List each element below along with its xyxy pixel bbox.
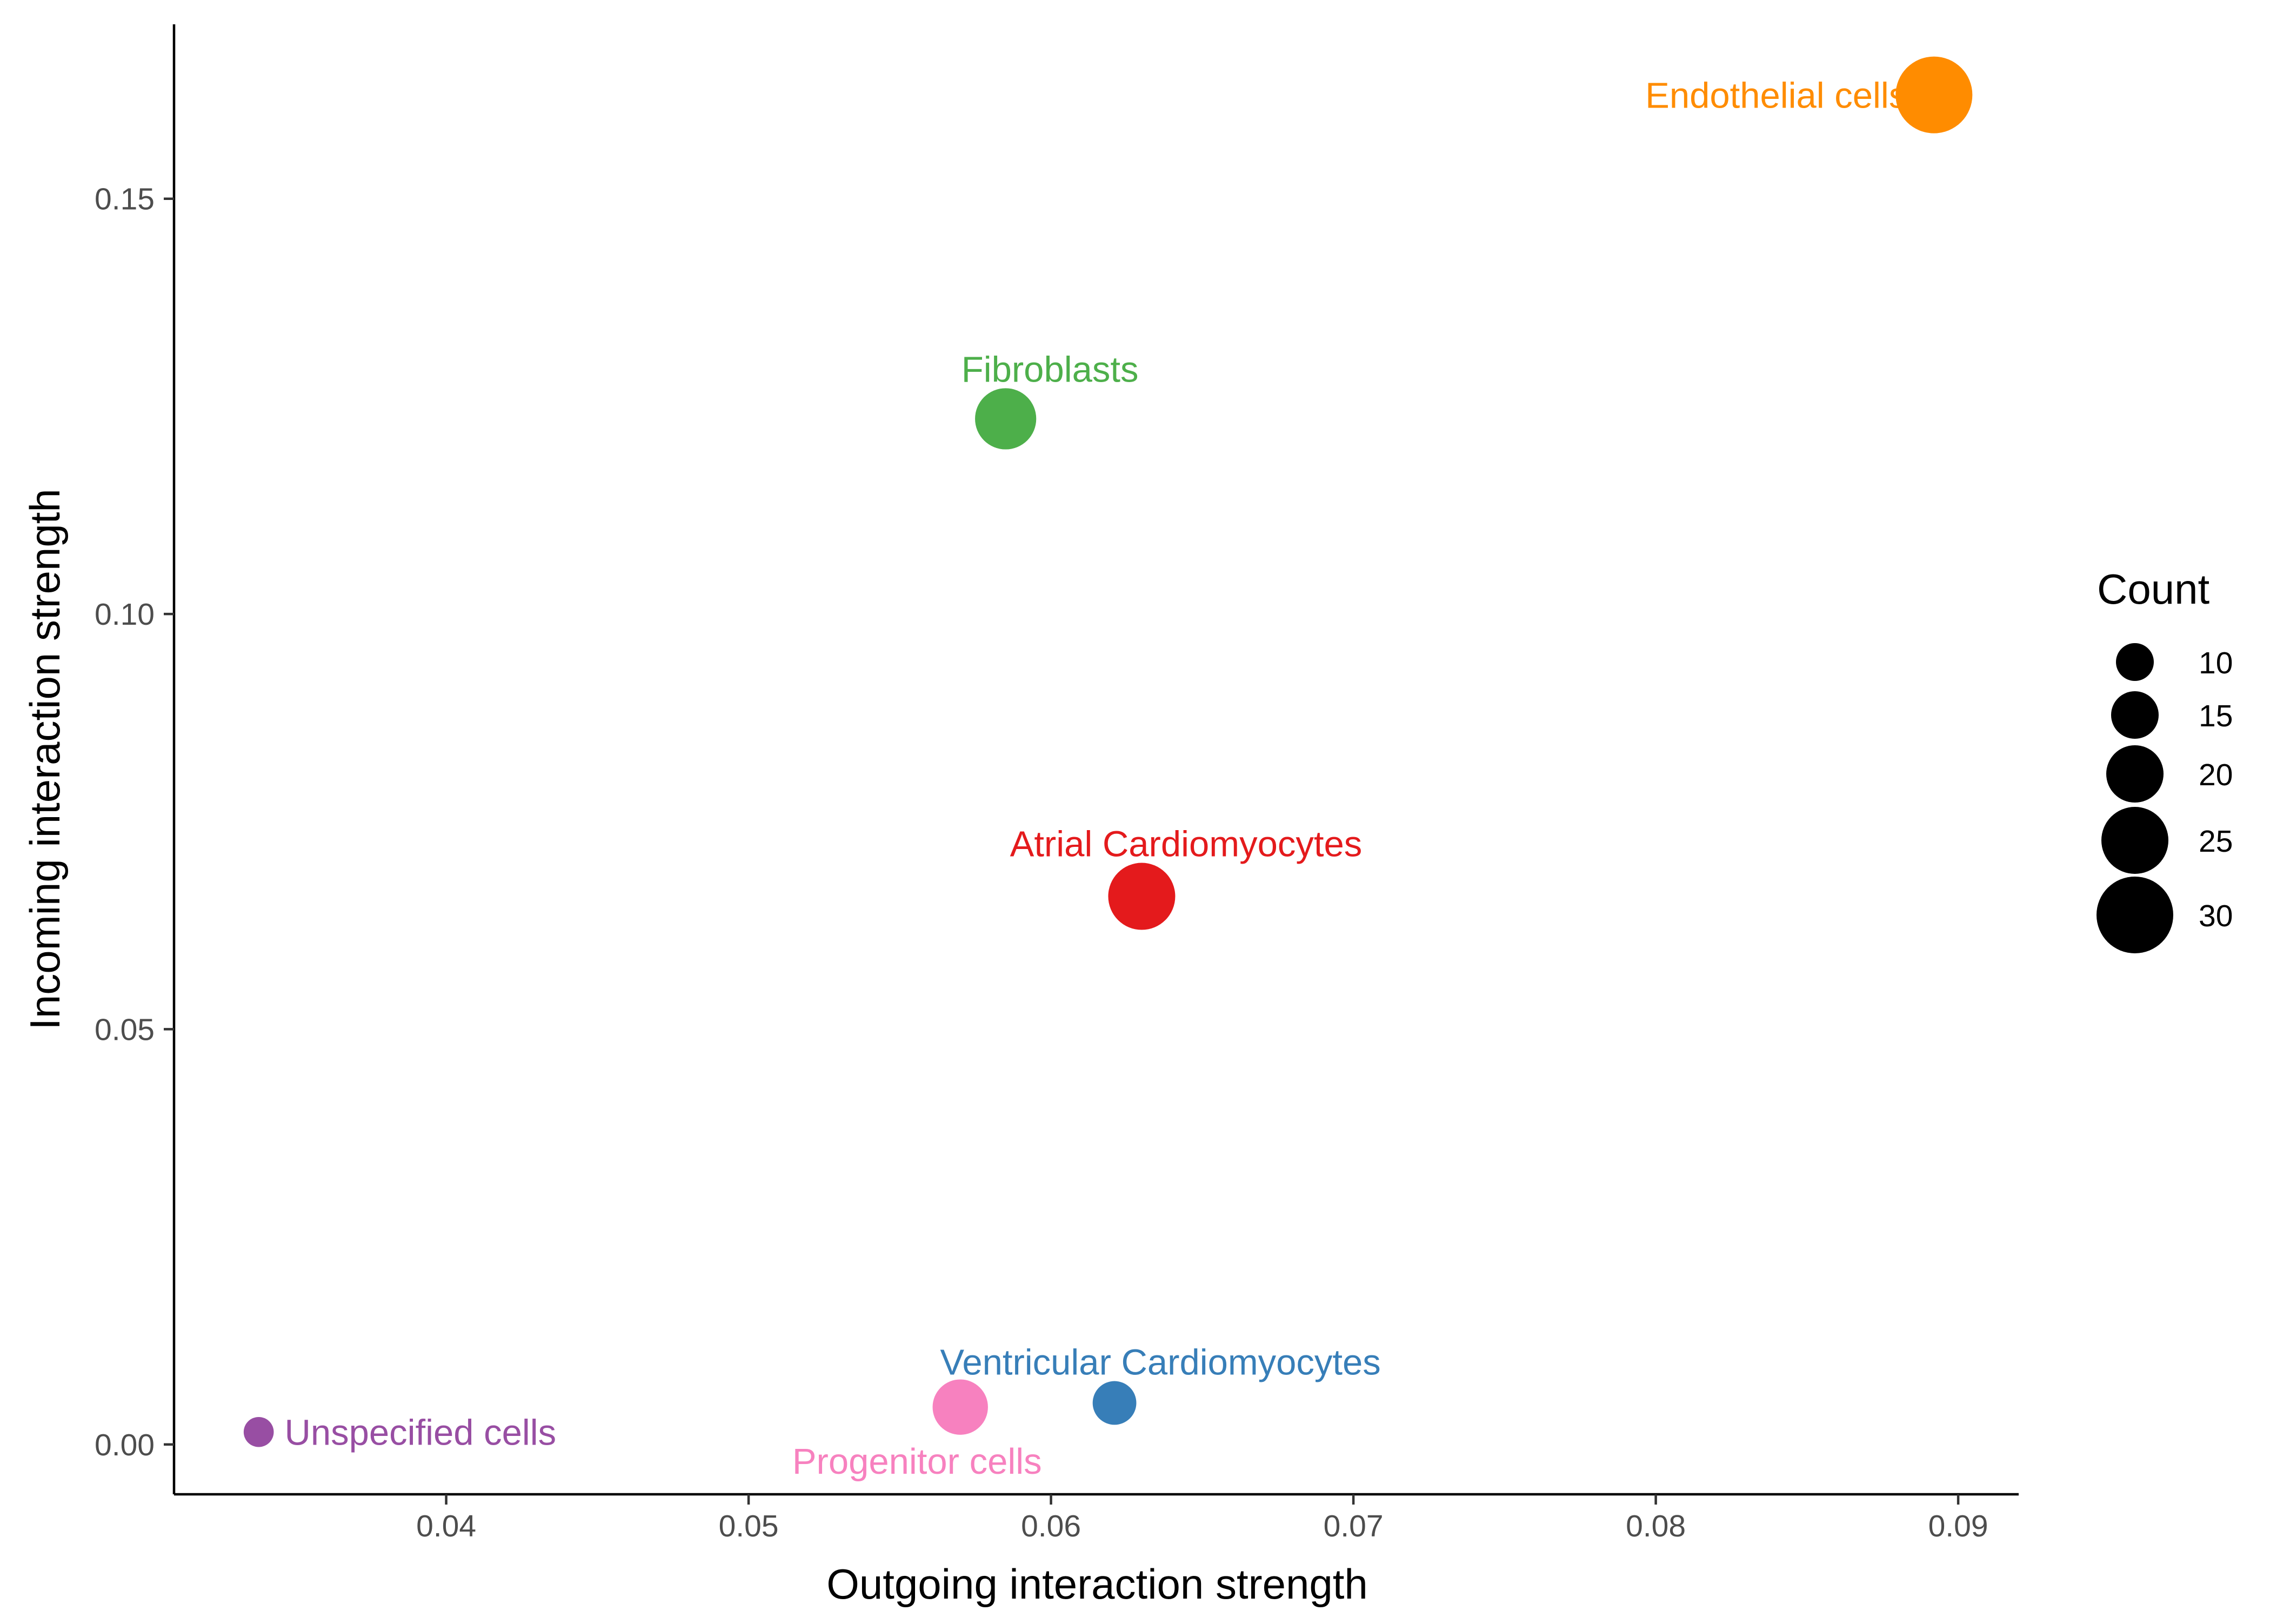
legend-key-25 [2101,807,2168,874]
legend-label-20: 20 [2199,758,2233,792]
legend-title: Count [2097,565,2209,613]
point-label-endothelial-cells: Endothelial cells [1645,76,1907,116]
legend-key-30 [2097,877,2173,953]
point-labels-layer: Endothelial cells Fibroblasts Atrial Cardi… [284,76,1907,1482]
y-tick-label: 0.15 [95,182,155,217]
point-endothelial-cells [1895,56,1973,133]
point-ventricular-cardiomyocytes [1092,1381,1137,1425]
x-tick-label: 0.04 [416,1509,476,1543]
point-progenitor-cells [932,1379,988,1435]
points-layer [243,56,1973,1447]
point-label-unspecified-cells: Unspecified cells [284,1413,556,1453]
y-tick-label: 0.00 [95,1428,155,1462]
legend-key-10 [2116,643,2154,681]
x-tick-label: 0.09 [1928,1509,1988,1543]
legend: Count 10 15 20 25 30 [2097,565,2233,953]
point-unspecified-cells [243,1416,274,1447]
point-label-ventricular-cardiomyocytes: Ventricular Cardiomyocytes [940,1342,1380,1383]
point-fibroblasts [975,388,1037,450]
y-axis-title: Incoming interaction strength [21,489,69,1030]
legend-label-25: 25 [2199,824,2233,859]
x-tick-label: 0.05 [719,1509,779,1543]
point-label-progenitor-cells: Progenitor cells [792,1441,1042,1482]
point-atrial-cardiomyocytes [1108,863,1176,930]
x-axis-title: Outgoing interaction strength [826,1560,1368,1608]
axes-layer: 0.04 0.05 0.06 0.07 0.08 0.09 0.00 0.05 0.10 0.15 [95,24,2019,1543]
y-tick-label: 0.10 [95,597,155,632]
x-tick-label: 0.08 [1626,1509,1686,1543]
legend-label-10: 10 [2199,646,2233,680]
point-label-fibroblasts: Fibroblasts [962,349,1139,390]
legend-label-30: 30 [2199,899,2233,933]
point-label-atrial-cardiomyocytes: Atrial Cardiomyocytes [1010,824,1363,865]
y-tick-label: 0.05 [95,1012,155,1047]
x-tick-label: 0.06 [1021,1509,1081,1543]
x-tick-label: 0.07 [1324,1509,1384,1543]
legend-key-20 [2106,745,2164,803]
legend-key-15 [2111,691,2159,739]
legend-label-15: 15 [2199,699,2233,733]
